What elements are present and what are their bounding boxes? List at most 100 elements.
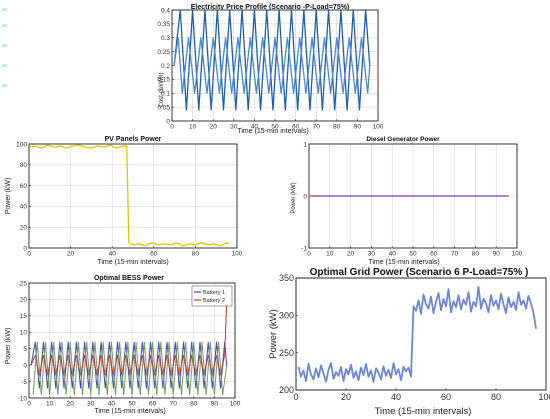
price-xtick-label: 20 — [210, 124, 218, 131]
bess-xtick-label: 100 — [230, 401, 241, 408]
diesel-xtick-label: 20 — [347, 251, 355, 258]
price-xtick-label: 80 — [333, 124, 341, 131]
pv-series-line — [28, 144, 229, 247]
bess-xtick-label: 40 — [108, 401, 116, 408]
price-series-line — [173, 9, 371, 111]
price-title: Electricity Price Profile (Scenario -P-L… — [191, 4, 350, 11]
price-xtick-label: 30 — [230, 124, 238, 131]
bess-ylabel: Power (kW) — [5, 328, 12, 365]
price-ytick-label: 0 — [166, 118, 170, 125]
diesel-ytick-label: -1 — [301, 245, 307, 252]
grid-ylabel: Power (kW) — [268, 309, 279, 359]
pv-xtick-label: 100 — [232, 251, 243, 258]
grid-xtick-label: 0 — [293, 392, 298, 402]
diesel-xtick-label: 0 — [307, 251, 311, 258]
side-marker — [2, 8, 7, 11]
side-marker — [2, 24, 7, 27]
pv-plot: 0 20 40 60 80 100 0 20 40 60 80 100 — [16, 141, 243, 257]
pv-chart: PV Panels Power Time (15-min intervals) … — [5, 136, 243, 266]
side-marker — [2, 84, 7, 87]
bess-xtick-label: 50 — [128, 401, 136, 408]
pv-ylabel: Power (kW) — [5, 178, 12, 215]
pv-xtick-label: 40 — [109, 251, 117, 258]
diesel-ytick-label: 1 — [303, 141, 307, 148]
pv-xtick-label: 20 — [67, 251, 75, 258]
price-series-line — [173, 37, 371, 94]
pv-ytick-label: 80 — [20, 162, 28, 169]
grid-xtick-label: 100 — [538, 392, 550, 402]
bess-xtick-label: 10 — [46, 401, 54, 408]
bess-xtick-label: 90 — [211, 401, 219, 408]
bess-ytick-label: 10 — [20, 330, 28, 337]
price-xtick-label: 50 — [271, 124, 279, 131]
bess-ytick-label: 15 — [20, 313, 28, 320]
diesel-xtick-label: 10 — [326, 251, 334, 258]
diesel-xtick-label: 100 — [512, 251, 523, 258]
bess-xtick-label: 80 — [190, 401, 198, 408]
pv-xlabel: Time (15-min intervals) — [97, 259, 168, 266]
bess-legend-label: Battery 1 — [203, 290, 225, 296]
price-xtick-label: 40 — [251, 124, 259, 131]
pv-xtick-label: 80 — [192, 251, 200, 258]
diesel-axes-border — [308, 143, 518, 249]
price-ytick-label: 0.35 — [157, 21, 170, 28]
bess-series-line — [30, 341, 228, 389]
price-xtick-label: 90 — [354, 124, 362, 131]
bess-ytick-label: 25 — [20, 280, 28, 287]
diesel-xlabel: Time (15-min intervals) — [368, 259, 439, 266]
grid-ytick-label: 300 — [279, 310, 294, 320]
grid-xlabel: Time (15-min intervals) — [375, 406, 472, 417]
diesel-xtick-label: 90 — [493, 251, 501, 258]
diesel-chart: Diesel Generator Power Time (15-min inte… — [291, 136, 523, 266]
diesel-title: Diesel Generator Power — [366, 136, 440, 143]
price-xtick-label: 0 — [170, 124, 174, 131]
bess-xtick-label: 30 — [87, 401, 95, 408]
price-ytick-label: 0.15 — [157, 77, 170, 84]
diesel-xtick-label: 60 — [430, 251, 438, 258]
pv-title: PV Panels Power — [105, 136, 162, 143]
pv-xtick-label: 60 — [150, 251, 158, 258]
side-marker — [2, 44, 7, 47]
pv-ytick-label: 20 — [20, 224, 28, 231]
grid-axes-border — [295, 277, 547, 391]
bess-legend-label: Battery 2 — [203, 298, 225, 304]
diesel-xtick-label: 80 — [472, 251, 480, 258]
bess-xtick-label: 70 — [170, 401, 178, 408]
diesel-xtick-label: 40 — [389, 251, 397, 258]
grid-ytick-label: 350 — [279, 273, 294, 283]
price-xtick-label: 100 — [373, 124, 384, 131]
bess-title: Optimal BESS Power — [94, 275, 164, 282]
diesel-ytick-label: 0 — [303, 193, 307, 200]
bess-ytick-label: 5 — [23, 346, 27, 353]
price-axes-border — [171, 9, 379, 122]
grid-ytick-label: 250 — [279, 348, 294, 358]
diesel-xtick-label: 30 — [368, 251, 376, 258]
grid-xtick-label: 20 — [341, 392, 351, 402]
grid-plot: 0 20 40 60 80 100 200 250 300 350 — [279, 273, 550, 402]
price-ylabel: Cost ($/kWh) — [159, 72, 165, 107]
price-ytick-label: 0.2 — [161, 63, 170, 70]
bess-xlabel: Time (15-min intervals) — [94, 408, 165, 415]
price-plot: 0 10 20 30 40 50 60 70 80 90 100 0 0.05 0.1 0.15 0.2 0.2… — [157, 7, 383, 130]
price-ytick-label: 0.4 — [161, 7, 170, 14]
pv-ytick-label: 40 — [20, 204, 28, 211]
price-ytick-label: 0.25 — [157, 49, 170, 56]
price-xlabel: Time (15-min intervals) — [237, 128, 308, 135]
grid-ytick-label: 200 — [279, 385, 294, 395]
bess-xtick-label: 60 — [149, 401, 157, 408]
price-xtick-label: 60 — [292, 124, 300, 131]
bess-ytick-label: -5 — [21, 379, 27, 386]
grid-xtick-label: 60 — [441, 392, 451, 402]
bess-series-line — [30, 299, 228, 376]
grid-xtick-label: 80 — [491, 392, 501, 402]
pv-axes-border — [28, 143, 238, 249]
price-ytick-label: 0.3 — [161, 35, 170, 42]
grid-chart: Optimal Grid Power (Scenario 6 P-Load=75… — [268, 267, 550, 417]
bess-series-line — [32, 341, 228, 396]
price-ytick-label: 0.1 — [161, 91, 170, 98]
bess-xtick-label: 20 — [67, 401, 75, 408]
bess-ytick-label: 0 — [23, 362, 27, 369]
bess-axes-border — [28, 282, 236, 399]
pv-ytick-label: 0 — [23, 245, 27, 252]
